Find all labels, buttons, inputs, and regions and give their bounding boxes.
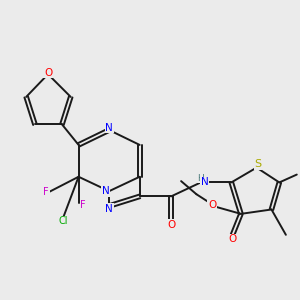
Text: Cl: Cl <box>58 216 68 226</box>
Text: H: H <box>197 174 204 183</box>
Text: N: N <box>105 204 113 214</box>
Text: O: O <box>44 68 52 78</box>
Text: N: N <box>201 177 208 188</box>
Text: N: N <box>102 186 110 196</box>
Text: O: O <box>228 234 236 244</box>
Text: O: O <box>167 220 175 230</box>
Text: N: N <box>105 123 113 133</box>
Text: S: S <box>254 159 262 169</box>
Text: F: F <box>80 200 86 210</box>
Text: F: F <box>44 187 49 197</box>
Text: O: O <box>208 200 216 210</box>
